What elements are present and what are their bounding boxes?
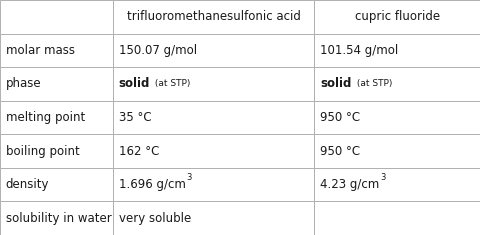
Text: 162 °C: 162 °C — [119, 145, 159, 158]
Bar — [113, 168, 314, 201]
Bar — [314, 168, 480, 201]
Bar — [113, 134, 314, 168]
Bar — [0, 0, 113, 34]
Bar — [314, 67, 480, 101]
Bar — [314, 34, 480, 67]
Text: solubility in water: solubility in water — [6, 212, 111, 225]
Text: trifluoromethanesulfonic acid: trifluoromethanesulfonic acid — [127, 10, 300, 23]
Bar — [0, 34, 113, 67]
Bar — [0, 134, 113, 168]
Text: density: density — [6, 178, 49, 191]
Bar — [113, 101, 314, 134]
Text: 101.54 g/mol: 101.54 g/mol — [320, 44, 398, 57]
Text: 35 °C: 35 °C — [119, 111, 151, 124]
Text: phase: phase — [6, 77, 41, 90]
Text: cupric fluoride: cupric fluoride — [355, 10, 440, 23]
Text: very soluble: very soluble — [119, 212, 191, 225]
Text: 150.07 g/mol: 150.07 g/mol — [119, 44, 197, 57]
Bar — [314, 0, 480, 34]
Bar — [314, 101, 480, 134]
Bar — [0, 101, 113, 134]
Bar — [113, 0, 314, 34]
Text: solid: solid — [320, 77, 351, 90]
Bar — [113, 201, 314, 235]
Bar — [0, 67, 113, 101]
Bar — [113, 34, 314, 67]
Text: (at STP): (at STP) — [152, 79, 191, 88]
Text: 3: 3 — [380, 173, 386, 182]
Text: 950 °C: 950 °C — [320, 145, 360, 158]
Text: melting point: melting point — [6, 111, 85, 124]
Text: molar mass: molar mass — [6, 44, 75, 57]
Text: boiling point: boiling point — [6, 145, 80, 158]
Bar — [113, 67, 314, 101]
Text: 1.696 g/cm: 1.696 g/cm — [119, 178, 185, 191]
Bar — [314, 201, 480, 235]
Text: 4.23 g/cm: 4.23 g/cm — [320, 178, 379, 191]
Bar — [314, 134, 480, 168]
Text: 3: 3 — [186, 173, 192, 182]
Bar — [0, 201, 113, 235]
Bar — [0, 168, 113, 201]
Text: (at STP): (at STP) — [354, 79, 392, 88]
Text: 950 °C: 950 °C — [320, 111, 360, 124]
Text: solid: solid — [119, 77, 150, 90]
